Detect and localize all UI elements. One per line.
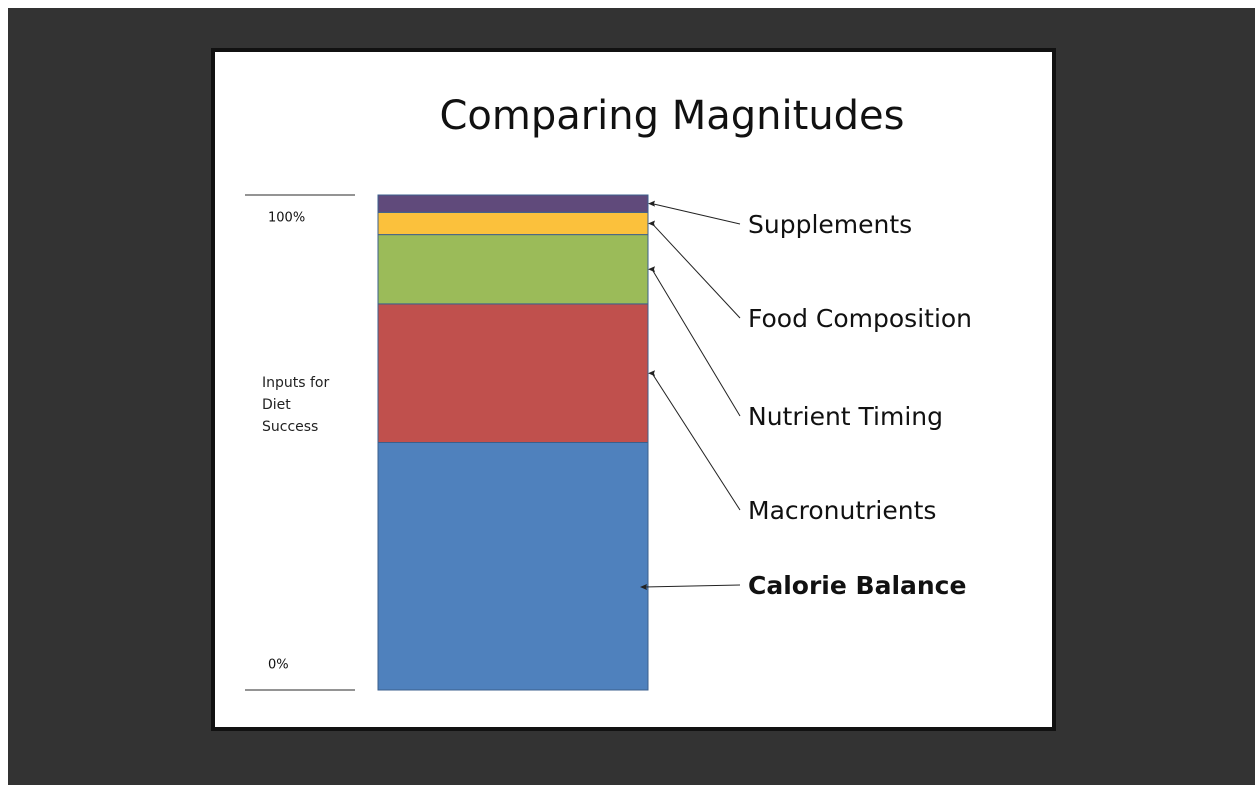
arrow-line [651,223,741,319]
arrow-line [643,584,741,588]
arrow-head [648,220,655,227]
arrow-head [640,584,647,590]
y-tick-label: 100% [268,211,305,226]
arrow-line [651,203,741,225]
legend-label: Macronutrients [748,496,936,525]
y-axis-label: Inputs for Diet Success [262,375,330,435]
legend-label: Supplements [748,210,912,239]
legend-label: Food Composition [748,304,972,333]
arrow-line [651,372,741,511]
y-tick-label: 0% [268,658,289,673]
arrow-line [651,268,741,417]
bar-segment [377,211,649,236]
arrow-head [648,266,655,273]
bar-segment [377,194,649,213]
bar-segment [377,303,649,443]
legend-label: Nutrient Timing [748,402,943,431]
bar-segment [377,234,649,305]
chart-title: Comparing Magnitudes [439,93,904,139]
arrow-head [648,200,655,207]
arrow-head [648,370,655,377]
legend-label: Calorie Balance [748,571,966,600]
bar-segment [377,442,649,691]
